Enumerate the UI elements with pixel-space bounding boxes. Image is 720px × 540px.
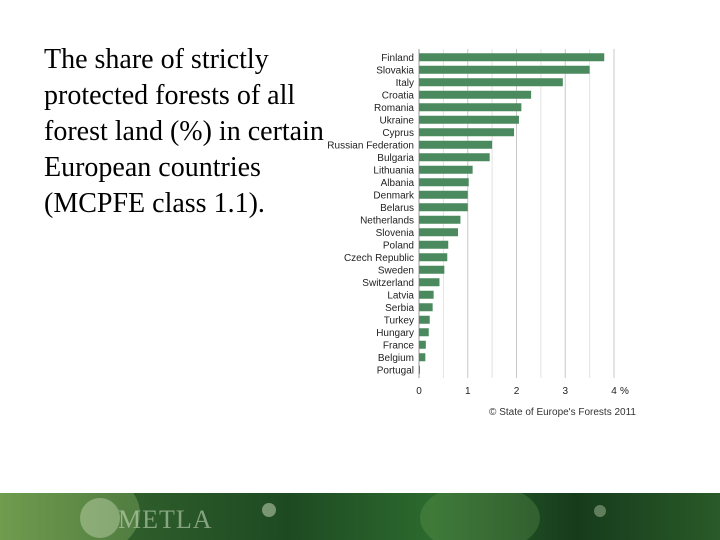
bar-belgium — [419, 353, 426, 362]
category-label: Lithuania — [373, 165, 414, 176]
category-label: Italy — [396, 78, 414, 89]
x-tick-labels: 0 1 2 3 4% — [416, 386, 629, 397]
category-label: Netherlands — [360, 215, 414, 226]
bar-netherlands — [419, 215, 461, 224]
bar-poland — [419, 240, 449, 249]
x-tick-label: 1 — [465, 386, 471, 397]
x-unit-label: % — [620, 386, 629, 397]
category-label: Serbia — [385, 303, 414, 314]
metla-logo: METLA — [118, 505, 213, 534]
bar-italy — [419, 78, 563, 87]
category-label: Denmark — [373, 190, 415, 201]
category-label: Belarus — [380, 203, 414, 214]
category-label: Portugal — [377, 365, 414, 376]
bar-cyprus — [419, 128, 515, 137]
bar-slovenia — [419, 228, 458, 237]
category-label: Croatia — [382, 90, 415, 101]
bar-sweden — [419, 265, 445, 274]
bar-slovakia — [419, 65, 590, 74]
category-label: Latvia — [387, 290, 414, 301]
category-label: Turkey — [384, 315, 414, 326]
bar-albania — [419, 178, 469, 187]
bar-latvia — [419, 290, 434, 299]
bar-france — [419, 340, 426, 349]
bar-romania — [419, 103, 522, 112]
bar-belarus — [419, 203, 468, 212]
category-label: Hungary — [376, 328, 414, 339]
x-tick-label: 2 — [514, 386, 520, 397]
category-label: Finland — [381, 53, 414, 64]
bar-russian-federation — [419, 140, 493, 149]
bar-serbia — [419, 303, 433, 312]
bar-finland — [419, 53, 605, 62]
category-label: Russian Federation — [327, 140, 414, 151]
category-label: France — [383, 340, 415, 351]
bar-croatia — [419, 90, 532, 99]
bar-denmark — [419, 190, 468, 199]
category-label: Poland — [383, 240, 414, 251]
bar-ukraine — [419, 115, 519, 124]
x-tick-label: 4 — [611, 386, 617, 397]
bar-czech-republic — [419, 253, 448, 262]
bars — [419, 53, 605, 374]
footer-band: METLA — [0, 493, 720, 540]
category-label: Ukraine — [380, 115, 415, 126]
bar-turkey — [419, 315, 430, 324]
bar-chart: Finland Slovakia Italy Croatia Romania Ukrain… — [318, 40, 658, 425]
category-label: Sweden — [378, 265, 414, 276]
chart-credit: © State of Europe's Forests 2011 — [489, 407, 636, 418]
slide-text: The share of strictly protected forests … — [44, 44, 324, 219]
category-label: Cyprus — [382, 128, 414, 139]
bar-hungary — [419, 328, 429, 337]
category-label: Romania — [374, 103, 414, 114]
bar-lithuania — [419, 165, 473, 174]
category-label: Bulgaria — [377, 153, 414, 164]
category-label: Slovenia — [376, 228, 415, 239]
category-label: Belgium — [378, 353, 414, 364]
bar-portugal — [419, 365, 420, 374]
bar-switzerland — [419, 278, 440, 287]
category-label: Switzerland — [362, 278, 414, 289]
bar-bulgaria — [419, 153, 490, 162]
category-label: Slovakia — [376, 65, 414, 76]
category-label: Czech Republic — [344, 253, 414, 264]
category-label: Albania — [381, 178, 415, 189]
x-tick-label: 0 — [416, 386, 422, 397]
x-tick-label: 3 — [562, 386, 568, 397]
